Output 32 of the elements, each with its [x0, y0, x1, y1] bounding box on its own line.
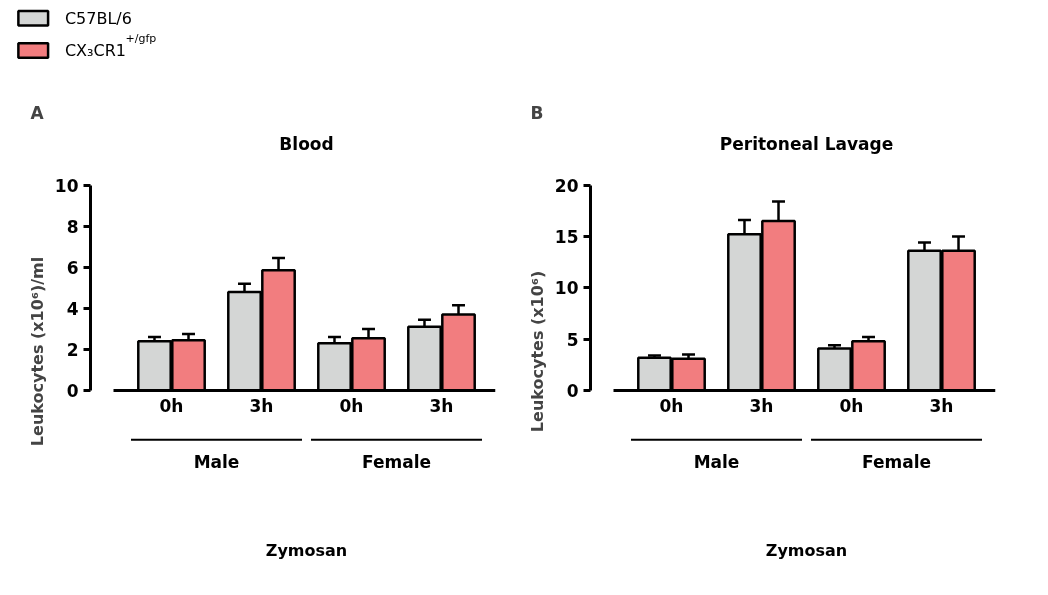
- x-tick-label: 0h: [159, 395, 184, 416]
- chart-title: Peritoneal Lavage: [719, 133, 894, 154]
- y-tick-label: 0: [566, 381, 579, 402]
- chart-title: Blood: [279, 133, 334, 154]
- x-tick-label: 3h: [429, 395, 454, 416]
- x-axis-title: Zymosan: [265, 541, 348, 561]
- y-tick-label: 6: [66, 257, 79, 278]
- x-tick-label: 0h: [339, 395, 364, 416]
- y-tick-label: 10: [54, 175, 79, 196]
- x-tick-label: 0h: [839, 395, 864, 416]
- y-tick-label: 15: [554, 226, 579, 247]
- y-tick-label: 0: [66, 381, 79, 402]
- text: Male: [193, 452, 240, 473]
- y-tick-label: 10: [554, 278, 579, 299]
- x-axis-title: Zymosan: [765, 541, 848, 561]
- text: B: [530, 102, 544, 123]
- y-tick-label: 5: [566, 329, 579, 350]
- text: Male: [693, 452, 740, 473]
- y-tick-label: 2: [66, 339, 79, 360]
- x-tick-label: 3h: [249, 395, 274, 416]
- y-tick-label: 8: [66, 216, 79, 237]
- y-axis-title: Leukocytes (x10⁶)/ml: [27, 256, 47, 447]
- x-tick-label: 3h: [749, 395, 774, 416]
- y-axis-title: Leukocytes (x10⁶): [527, 270, 547, 433]
- x-tick-label: 0h: [659, 395, 684, 416]
- text: Female: [362, 452, 431, 473]
- x-tick-label: 3h: [929, 395, 954, 416]
- y-tick-label: 4: [66, 298, 79, 319]
- legend-label: C57BL/6: [64, 8, 132, 28]
- text: A: [30, 102, 45, 123]
- y-tick-label: 20: [554, 175, 579, 196]
- text: Female: [862, 452, 931, 473]
